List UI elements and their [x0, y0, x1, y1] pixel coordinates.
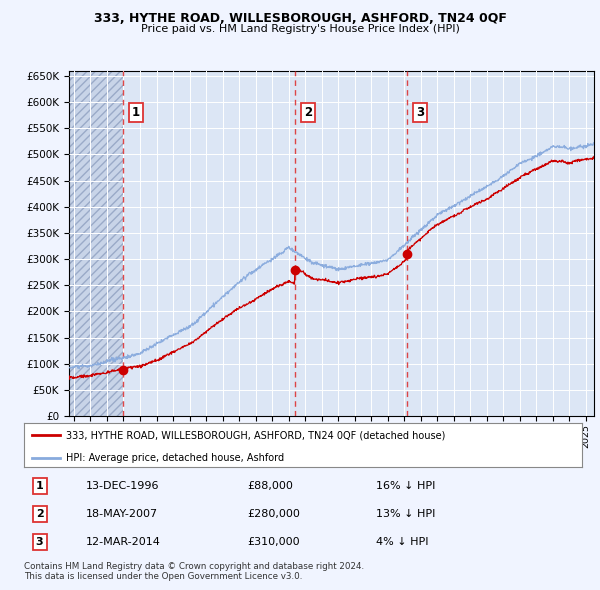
Text: 333, HYTHE ROAD, WILLESBOROUGH, ASHFORD, TN24 0QF: 333, HYTHE ROAD, WILLESBOROUGH, ASHFORD,…: [94, 12, 506, 25]
Text: 16% ↓ HPI: 16% ↓ HPI: [376, 481, 435, 491]
Bar: [69, 71, 122, 416]
Text: HPI: Average price, detached house, Ashford: HPI: Average price, detached house, Ashf…: [66, 453, 284, 463]
Text: £88,000: £88,000: [247, 481, 293, 491]
Text: £280,000: £280,000: [247, 509, 300, 519]
Text: 333, HYTHE ROAD, WILLESBOROUGH, ASHFORD, TN24 0QF (detached house): 333, HYTHE ROAD, WILLESBOROUGH, ASHFORD,…: [66, 431, 445, 440]
Text: 2: 2: [304, 106, 312, 119]
Text: £310,000: £310,000: [247, 537, 300, 547]
Text: 3: 3: [416, 106, 425, 119]
Text: 13-DEC-1996: 13-DEC-1996: [85, 481, 159, 491]
Text: 13% ↓ HPI: 13% ↓ HPI: [376, 509, 435, 519]
Text: 1: 1: [132, 106, 140, 119]
Text: Price paid vs. HM Land Registry's House Price Index (HPI): Price paid vs. HM Land Registry's House …: [140, 24, 460, 34]
Text: 18-MAY-2007: 18-MAY-2007: [85, 509, 158, 519]
Text: 3: 3: [36, 537, 43, 547]
Text: 1: 1: [36, 481, 43, 491]
Text: Contains HM Land Registry data © Crown copyright and database right 2024.
This d: Contains HM Land Registry data © Crown c…: [24, 562, 364, 581]
Text: 4% ↓ HPI: 4% ↓ HPI: [376, 537, 428, 547]
Text: 2: 2: [36, 509, 43, 519]
Text: 12-MAR-2014: 12-MAR-2014: [85, 537, 160, 547]
